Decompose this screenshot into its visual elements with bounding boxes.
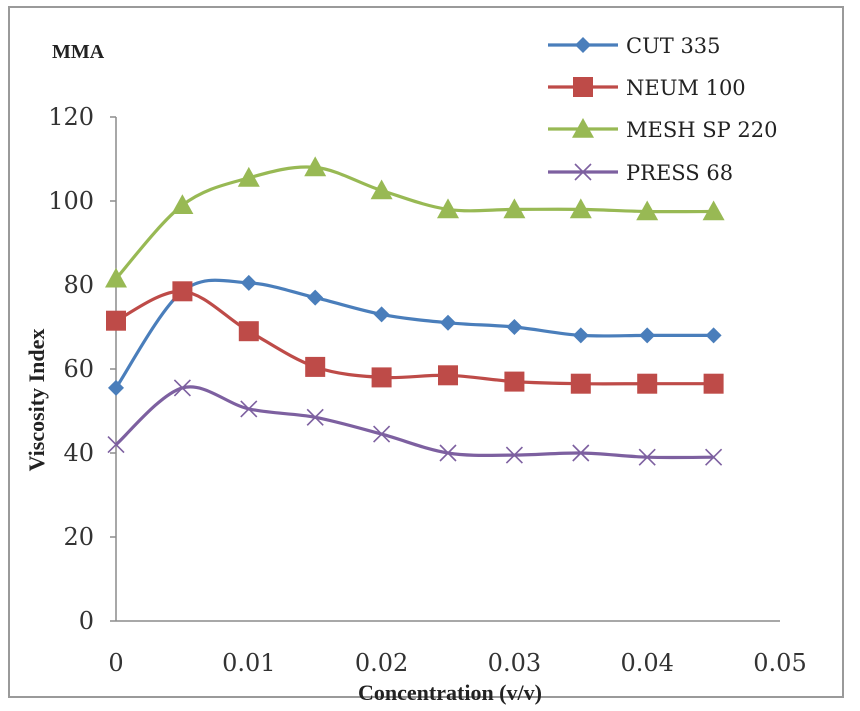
legend: CUT 335 NEUM 100 MESH SP 220 PRESS 68: [548, 34, 777, 185]
data-point-cut-335: [705, 327, 722, 344]
x-marker-stroke: [107, 436, 125, 454]
x-tick-label: 0.05: [753, 649, 806, 677]
data-point-cut-335: [373, 306, 390, 323]
data-point-cut-335: [240, 274, 257, 291]
series-line-mesh-sp-220: [114, 165, 714, 280]
chart-title: MMA: [52, 41, 105, 63]
series-mesh-sp-220: [105, 156, 725, 288]
data-point-press-68: [240, 400, 258, 418]
data-point-mesh-sp-220: [304, 156, 327, 177]
x-marker-stroke: [306, 408, 324, 426]
legend-item-mesh-sp-220: MESH SP 220: [548, 118, 777, 142]
data-point-mesh-sp-220: [569, 198, 592, 219]
data-point-mesh-sp-220: [503, 198, 526, 219]
x-tick-label: 0.04: [620, 649, 673, 677]
data-point-neum-100: [172, 281, 193, 302]
x-marker-stroke: [505, 446, 523, 464]
data-point-cut-335: [108, 379, 124, 396]
legend-item-cut-335: CUT 335: [548, 34, 721, 58]
legend-label: NEUM 100: [626, 76, 746, 100]
y-tick-label: 120: [48, 103, 94, 131]
data-point-neum-100: [504, 371, 525, 392]
x-marker-stroke: [638, 448, 656, 466]
data-point-neum-100: [703, 373, 724, 394]
data-point-neum-100: [637, 373, 658, 394]
legend-label: PRESS 68: [626, 161, 733, 185]
x-marker-stroke: [439, 444, 457, 462]
series-neum-100: [106, 281, 724, 394]
data-point-mesh-sp-220: [437, 198, 459, 219]
data-point-press-68: [439, 444, 457, 462]
series-press-68: [107, 379, 723, 466]
data-point-neum-100: [371, 367, 392, 388]
x-tick-label: 0.03: [488, 649, 541, 677]
data-point-mesh-sp-220: [636, 200, 659, 221]
data-point-press-68: [173, 379, 191, 397]
data-point-cut-335: [506, 319, 523, 335]
x-marker-stroke: [705, 448, 723, 466]
data-point-mesh-sp-220: [237, 166, 260, 187]
y-tick-label: 0: [79, 607, 94, 635]
x-tick-label: 0.02: [355, 649, 408, 677]
data-point-neum-100: [570, 373, 591, 394]
series-line-press-68: [114, 385, 714, 460]
legend-marker: [573, 77, 593, 97]
x-marker-stroke: [572, 444, 590, 462]
data-point-press-68: [373, 425, 391, 443]
x-marker-stroke: [240, 400, 258, 418]
data-point-mesh-sp-220: [370, 179, 393, 200]
data-point-mesh-sp-220: [171, 194, 194, 214]
data-point-cut-335: [639, 327, 656, 344]
data-point-press-68: [306, 408, 324, 426]
data-point-neum-100: [238, 321, 259, 342]
data-point-mesh-sp-220: [105, 267, 127, 288]
data-point-press-68: [572, 444, 590, 462]
data-point-mesh-sp-220: [702, 200, 725, 221]
data-point-press-68: [505, 446, 523, 464]
legend-marker: [574, 163, 592, 181]
data-point-press-68: [705, 448, 723, 466]
data-point-neum-100: [305, 356, 326, 377]
y-tick-label: 60: [63, 355, 94, 383]
x-axis-title: Concentration (v/v): [358, 680, 542, 705]
series-layer: [105, 156, 725, 466]
y-tick-label: 40: [63, 439, 94, 467]
legend-marker: [572, 118, 594, 138]
x-marker-stroke: [373, 425, 391, 443]
legend-label: MESH SP 220: [626, 118, 777, 142]
y-tick-label: 80: [63, 271, 94, 299]
data-point-neum-100: [106, 310, 126, 331]
legend-label: CUT 335: [626, 34, 721, 58]
series-line-neum-100: [115, 289, 714, 386]
data-point-cut-335: [440, 314, 456, 331]
data-point-press-68: [638, 448, 656, 466]
x-marker-stroke: [574, 163, 592, 181]
data-point-press-68: [107, 436, 125, 454]
data-point-neum-100: [438, 365, 458, 386]
y-tick-label: 100: [48, 187, 94, 215]
chart-frame: [8, 6, 844, 698]
y-axis-title: Viscosity Index: [24, 329, 49, 472]
x-tick-label: 0: [108, 649, 123, 677]
y-tick-label: 20: [63, 523, 94, 551]
x-marker-stroke: [173, 379, 191, 397]
series-line-cut-335: [114, 278, 714, 389]
legend-item-press-68: PRESS 68: [548, 161, 733, 185]
data-point-cut-335: [572, 327, 589, 344]
x-tick-label: 0.01: [222, 649, 275, 677]
axes: 0 20 40 60 80 100 120 0 0.01 0.02 0.03 0.04 0.05: [48, 103, 807, 677]
data-point-cut-335: [307, 289, 324, 306]
legend-marker: [575, 37, 591, 53]
legend-item-neum-100: NEUM 100: [548, 76, 746, 100]
